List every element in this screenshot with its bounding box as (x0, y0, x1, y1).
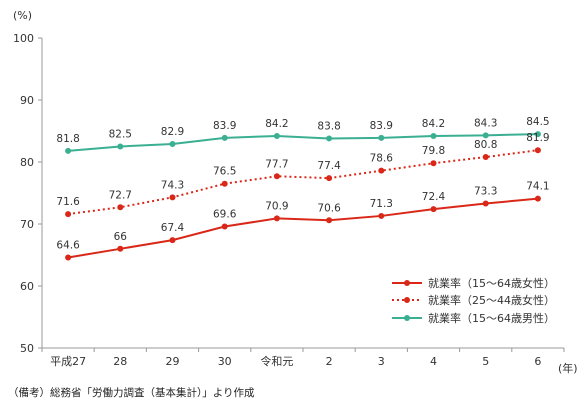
data-point (378, 167, 385, 174)
data-point (482, 154, 489, 161)
data-label: 64.6 (56, 239, 80, 251)
legend: 就業率（15～64歳女性） 就業率（25～44歳女性） 就業率（15～64歳男性） (392, 276, 555, 325)
data-point (378, 212, 385, 219)
data-point (169, 237, 176, 244)
data-label: 83.8 (317, 120, 340, 132)
data-label: 67.4 (161, 222, 185, 234)
data-label: 81.8 (56, 133, 79, 145)
data-label: 74.1 (526, 181, 549, 193)
data-point (273, 215, 280, 222)
data-label: 66 (114, 231, 128, 243)
series-line-1 (67, 149, 539, 216)
data-point (430, 132, 437, 139)
data-label: 72.7 (109, 189, 132, 201)
data-label: 70.9 (265, 200, 288, 212)
legend-label: 就業率（25～44歳女性） (428, 293, 555, 307)
data-label: 74.3 (161, 179, 184, 191)
axes: 50 60 70 80 90 100 平成27 28 29 30 令和元 2 3 4 5 6 (%) (年) (13, 9, 578, 375)
legend-marker (404, 315, 410, 321)
data-label: 77.7 (265, 158, 288, 170)
data-label: 71.3 (370, 198, 393, 210)
legend-marker (404, 280, 410, 286)
x-tick-label: 30 (218, 355, 232, 368)
data-point (326, 135, 333, 142)
data-point (326, 175, 333, 182)
data-point (326, 217, 333, 224)
data-label: 72.4 (422, 191, 446, 203)
y-tick-label: 90 (20, 94, 34, 107)
y-tick-label: 70 (20, 218, 34, 231)
legend-marker (404, 297, 410, 303)
y-axis-unit-label: (%) (13, 9, 32, 22)
data-point (273, 132, 280, 139)
x-tick-label: 28 (113, 355, 127, 368)
source-note: （備考）総務省「労働力調査（基本集計）」より作成 (8, 387, 255, 399)
data-point (430, 206, 437, 213)
x-tick-label: 3 (378, 355, 385, 368)
data-point (378, 134, 385, 141)
data-label: 73.3 (474, 186, 497, 198)
data-point (65, 211, 72, 218)
legend-label: 就業率（15～64歳女性） (428, 276, 555, 290)
data-point (65, 254, 72, 261)
data-label: 84.3 (474, 117, 497, 129)
y-tick-label: 80 (20, 156, 34, 169)
x-tick-label: 2 (326, 355, 333, 368)
data-point (273, 173, 280, 180)
data-point (534, 131, 541, 138)
data-label: 84.2 (265, 118, 288, 130)
data-point (534, 147, 541, 154)
legend-label: 就業率（15～64歳男性） (428, 311, 555, 325)
data-label: 82.5 (109, 129, 132, 141)
data-label: 83.9 (213, 120, 236, 132)
y-tick-label: 50 (20, 342, 34, 355)
data-label: 77.4 (317, 160, 341, 172)
data-point (117, 204, 124, 211)
series-line-0 (67, 197, 538, 259)
data-point (482, 132, 489, 139)
series-line-2 (68, 133, 538, 152)
x-tick-label: 5 (482, 355, 489, 368)
data-label: 84.5 (526, 116, 549, 128)
x-tick-label: 平成27 (50, 355, 86, 368)
data-label: 76.5 (213, 166, 236, 178)
data-label: 80.8 (474, 139, 497, 151)
data-label: 70.6 (317, 202, 341, 214)
data-label: 79.8 (422, 145, 445, 157)
data-point (221, 223, 228, 230)
x-tick-label: 4 (430, 355, 437, 368)
data-label: 82.9 (161, 126, 184, 138)
data-point (65, 147, 72, 154)
data-label: 71.6 (56, 196, 80, 208)
data-point (534, 195, 541, 202)
data-point (169, 194, 176, 201)
y-tick-label: 100 (13, 32, 34, 45)
data-labels: 64.6 66 67.4 69.6 70.9 70.6 71.3 72.4 73.3 74.1 71… (56, 116, 549, 251)
data-point (117, 245, 124, 252)
data-point (221, 180, 228, 187)
x-tick-label: 29 (166, 355, 180, 368)
data-label: 78.6 (370, 153, 394, 165)
data-label: 69.6 (213, 208, 237, 220)
data-point (169, 141, 176, 148)
data-point (430, 160, 437, 167)
x-tick-label: 令和元 (260, 354, 293, 368)
y-tick-label: 60 (20, 280, 34, 293)
x-tick-label: 6 (534, 355, 541, 368)
data-point (482, 200, 489, 207)
x-axis-unit-label: (年) (558, 361, 578, 375)
data-label: 83.9 (370, 120, 393, 132)
data-label: 81.9 (526, 132, 549, 144)
data-point (117, 143, 124, 150)
data-label: 84.2 (422, 118, 445, 130)
series-layer (65, 131, 541, 261)
data-point (221, 134, 228, 141)
